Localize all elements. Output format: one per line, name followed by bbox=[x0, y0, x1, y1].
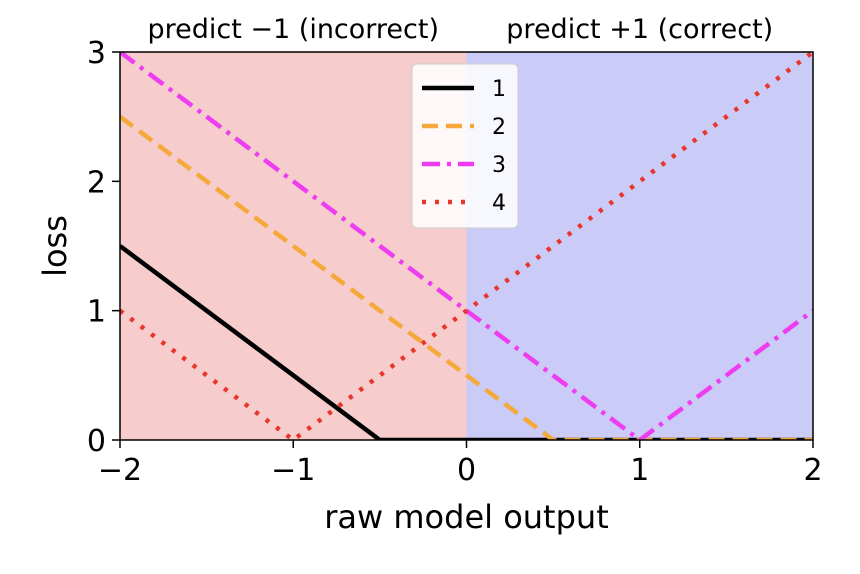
series-line-2 bbox=[120, 114, 813, 440]
region-label-2: predict +1 (correct) bbox=[506, 14, 773, 45]
series-line-3 bbox=[120, 52, 813, 440]
region-label-1: predict −1 (incorrect) bbox=[147, 14, 439, 45]
y-tick-label: 0 bbox=[87, 424, 106, 459]
x-tick-label: −2 bbox=[98, 453, 142, 488]
series-lines bbox=[120, 52, 813, 440]
axes: −2 −1 0 1 2 0 1 2 3 raw model output loss bbox=[36, 36, 823, 536]
legend-box bbox=[411, 63, 519, 229]
legend-label-2: 2 bbox=[492, 115, 506, 140]
x-tick-label: −1 bbox=[271, 453, 315, 488]
y-axis-label: loss bbox=[36, 215, 74, 277]
region-2 bbox=[466, 52, 813, 440]
y-tick-label: 1 bbox=[87, 295, 106, 330]
series-line-1 bbox=[120, 244, 813, 440]
legend: 1 2 3 4 bbox=[411, 63, 519, 229]
legend-label-4: 4 bbox=[492, 191, 506, 216]
x-tick-label: 0 bbox=[457, 453, 476, 488]
y-tick-label: 3 bbox=[87, 36, 106, 71]
x-axis-label: raw model output bbox=[324, 498, 608, 536]
legend-label-3: 3 bbox=[492, 153, 506, 178]
x-tick-label: 2 bbox=[803, 453, 822, 488]
legend-label-1: 1 bbox=[492, 77, 506, 102]
background-regions: predict −1 (incorrect) predict +1 (correc… bbox=[120, 14, 813, 440]
y-tick-label: 2 bbox=[87, 165, 106, 200]
x-tick-label: 1 bbox=[630, 453, 649, 488]
